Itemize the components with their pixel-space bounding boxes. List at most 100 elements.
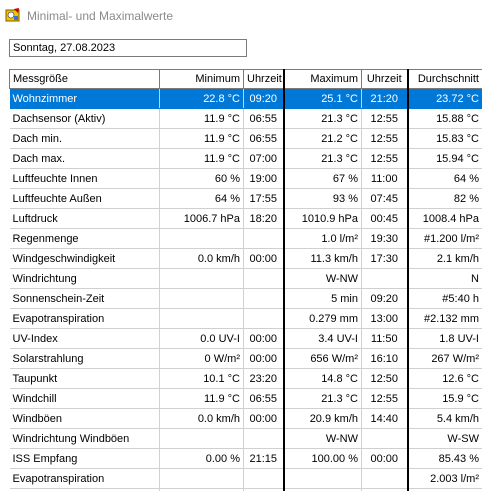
cell-minimum: 0.00 %	[159, 448, 244, 469]
table-row[interactable]: Wohnzimmer 22.8 °C 09:20 25.1 °C 21:20 23.72 …	[9, 88, 482, 109]
cell-maximum: W-NW	[282, 268, 362, 289]
cell-max-time: 12:55	[361, 388, 408, 409]
cell-max-time: 13:00	[361, 308, 408, 329]
cell-min-time: 06:55	[243, 388, 284, 409]
cell-measure: Luftdruck	[9, 208, 160, 229]
cell-average: N	[406, 268, 482, 289]
column-header-uhrzeit-min[interactable]: Uhrzeit	[243, 69, 284, 89]
cell-max-time: 00:45	[361, 208, 408, 229]
cell-measure: Wind Verlauf	[9, 488, 160, 491]
cell-average: 5.4 km/h	[406, 408, 482, 429]
table-row[interactable]: Windgeschwindigkeit 0.0 km/h 00:00 11.3 km/…	[9, 248, 482, 269]
cell-minimum: 11.9 °C	[159, 148, 244, 169]
cell-average: #1.200 l/m²	[406, 228, 482, 249]
cell-min-time: 18:20	[243, 208, 284, 229]
table-row[interactable]: Dach min. 11.9 °C 06:55 21.2 °C 12:55 15.83 °…	[9, 128, 482, 149]
table-row[interactable]: Taupunkt 10.1 °C 23:20 14.8 °C 12:50 12.6 °C	[9, 368, 482, 389]
cell-maximum: 5 min	[282, 288, 362, 309]
table-row[interactable]: Luftfeuchte Außen 64 % 17:55 93 % 07:45 82 %	[9, 188, 482, 209]
cell-minimum: 11.9 °C	[159, 108, 244, 129]
column-header-uhrzeit-max[interactable]: Uhrzeit	[361, 69, 408, 89]
cell-minimum	[159, 468, 244, 489]
cell-min-time	[243, 308, 284, 329]
cell-average: 2.1 km/h	[406, 248, 482, 269]
table-row[interactable]: Windrichtung W-NW N	[9, 268, 482, 289]
cell-minimum: 0.0 km/h	[159, 248, 244, 269]
cell-minimum	[159, 308, 244, 329]
cell-average: 1.8 UV-I	[406, 328, 482, 349]
cell-minimum	[159, 488, 244, 491]
cell-minimum: 0.0 UV-I	[159, 328, 244, 349]
cell-maximum: W-NW	[282, 428, 362, 449]
cell-min-time: 23:20	[243, 368, 284, 389]
cell-measure: Solarstrahlung	[9, 348, 160, 369]
cell-measure: Windgeschwindigkeit	[9, 248, 160, 269]
cell-maximum: 25.1 °C	[282, 88, 362, 109]
date-field[interactable]: Sonntag, 27.08.2023	[9, 39, 247, 57]
window-title: Minimal- und Maximalwerte	[27, 9, 174, 23]
cell-minimum: 0.0 km/h	[159, 408, 244, 429]
cell-measure: Regenmenge	[9, 228, 160, 249]
cell-max-time: 00:00	[361, 448, 408, 469]
cell-maximum: 21.3 °C	[282, 388, 362, 409]
cell-max-time: 07:45	[361, 188, 408, 209]
cell-measure: ISS Empfang	[9, 448, 160, 469]
cell-maximum: 11.3 km/h	[282, 248, 362, 269]
column-header-minimum[interactable]: Minimum	[159, 69, 244, 89]
column-header-durchschnitt[interactable]: Durchschnitt	[406, 69, 482, 89]
cell-average: 15.88 °C	[406, 108, 482, 129]
cell-minimum: 1006.7 hPa	[159, 208, 244, 229]
cell-minimum	[159, 288, 244, 309]
table-row[interactable]: Windrichtung Windböen W-NW W-SW	[9, 428, 482, 449]
cell-min-time	[243, 288, 284, 309]
cell-maximum: 20.9 km/h	[282, 408, 362, 429]
column-header-messgroesse[interactable]: Messgröße	[9, 69, 160, 89]
cell-max-time: 09:20	[361, 288, 408, 309]
table-row[interactable]: Luftfeuchte Innen 60 % 19:00 67 % 11:00 64 %	[9, 168, 482, 189]
table-row[interactable]: UV-Index 0.0 UV-I 00:00 3.4 UV-I 11:50 1.8 UV…	[9, 328, 482, 349]
cell-average: 15.9 °C	[406, 388, 482, 409]
cell-average: 85.43 %	[406, 448, 482, 469]
table-row[interactable]: Windchill 11.9 °C 06:55 21.3 °C 12:55 15.9 °C	[9, 388, 482, 409]
table-row[interactable]: Luftdruck 1006.7 hPa 18:20 1010.9 hPa 00:45 1…	[9, 208, 482, 229]
table-row[interactable]: Evapotranspiration 0.279 mm 13:00 #2.132 mm	[9, 308, 482, 329]
cell-maximum: 67 %	[282, 168, 362, 189]
cell-maximum: 1010.9 hPa	[282, 208, 362, 229]
cell-measure: Windrichtung Windböen	[9, 428, 160, 449]
cell-max-time: 16:10	[361, 348, 408, 369]
cell-min-time: 09:20	[243, 88, 284, 109]
table-row[interactable]: Windböen 0.0 km/h 00:00 20.9 km/h 14:40 5.4 k…	[9, 408, 482, 429]
cell-max-time: 12:55	[361, 128, 408, 149]
cell-min-time: 19:00	[243, 168, 284, 189]
table-row[interactable]: Dach max. 11.9 °C 07:00 21.3 °C 12:55 15.94 °…	[9, 148, 482, 169]
cell-average: 64 %	[406, 168, 482, 189]
min-max-table[interactable]: Messgröße Minimum Uhrzeit Maximum Uhrzei…	[9, 69, 482, 491]
cell-maximum: 21.3 °C	[282, 148, 362, 169]
table-row[interactable]: ISS Empfang 0.00 % 21:15 100.00 % 00:00 85.43…	[9, 448, 482, 469]
cell-measure: UV-Index	[9, 328, 160, 349]
cell-measure: Evapotranspiration	[9, 468, 160, 489]
table-row[interactable]: Regenmenge 1.0 l/m² 19:30 #1.200 l/m²	[9, 228, 482, 249]
table-row[interactable]: Solarstrahlung 0 W/m² 00:00 656 W/m² 16:10 26…	[9, 348, 482, 369]
cell-measure: Dachsensor (Aktiv)	[9, 108, 160, 129]
table-row[interactable]: Evapotranspiration 2.003 l/m²	[9, 468, 482, 489]
weather-app-icon	[5, 8, 20, 22]
cell-measure: Windrichtung	[9, 268, 160, 289]
cell-max-time	[361, 468, 408, 489]
cell-average: 23.72 °C	[406, 88, 482, 109]
cell-maximum: 0.279 mm	[282, 308, 362, 329]
cell-minimum	[159, 228, 244, 249]
table-row[interactable]: Dachsensor (Aktiv) 11.9 °C 06:55 21.3 °C 12:…	[9, 108, 482, 129]
cell-min-time: 00:00	[243, 248, 284, 269]
cell-maximum: 21.3 °C	[282, 108, 362, 129]
cell-min-time: 00:00	[243, 348, 284, 369]
cell-min-time: 21:15	[243, 448, 284, 469]
cell-measure: Windchill	[9, 388, 160, 409]
column-header-maximum[interactable]: Maximum	[282, 69, 362, 89]
table-row[interactable]: Sonnenschein-Zeit 5 min 09:20 #5:40 h	[9, 288, 482, 309]
cell-minimum: 10.1 °C	[159, 368, 244, 389]
cell-measure: Luftfeuchte Außen	[9, 188, 160, 209]
cell-average: 15.83 °C	[406, 128, 482, 149]
cell-max-time: 21:20	[361, 88, 408, 109]
cell-maximum: 21.2 °C	[282, 128, 362, 149]
